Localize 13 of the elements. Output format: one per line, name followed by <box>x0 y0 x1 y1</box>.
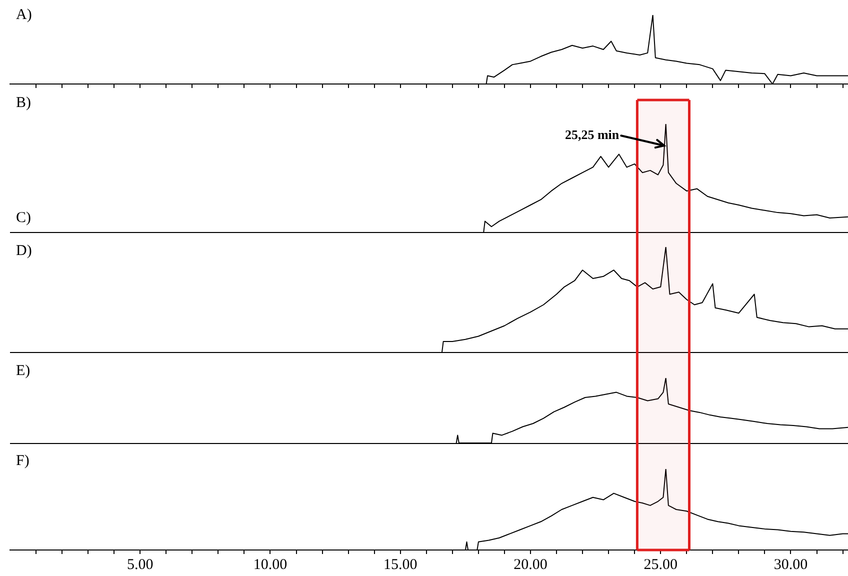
x-tick-label: 15.00 <box>384 556 418 573</box>
x-tick-label: 10.00 <box>253 556 288 573</box>
text: F) <box>16 452 30 469</box>
annotation: A) <box>16 6 32 23</box>
annotation: D) <box>16 242 32 259</box>
annotation: C) <box>16 210 32 226</box>
x-tick-label: 30.00 <box>774 556 808 573</box>
annotation: 25,25 min <box>564 126 620 142</box>
text: B) <box>16 94 32 111</box>
x-tick-label: 5.00 <box>127 556 154 573</box>
annotation: E) <box>16 362 30 379</box>
x-tick-label: 20.00 <box>514 556 548 573</box>
x-tick-label: 25.00 <box>644 556 678 573</box>
